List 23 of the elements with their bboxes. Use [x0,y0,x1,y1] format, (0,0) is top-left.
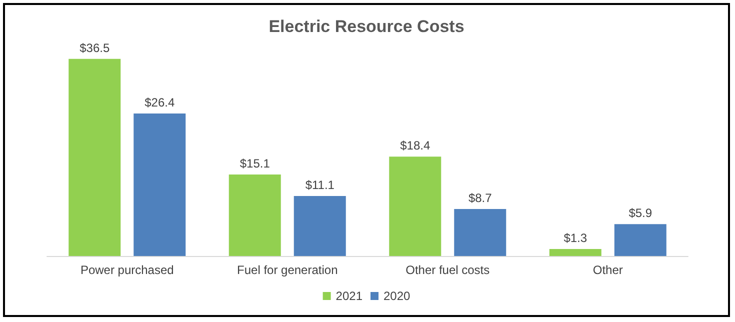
bar [454,209,506,256]
legend-label: 2020 [384,289,411,303]
bar [614,224,666,256]
x-tick-label: Fuel for generation [237,263,338,277]
chart-title: Electric Resource Costs [268,17,464,36]
data-label: $18.4 [400,138,430,153]
data-label: $5.9 [628,206,652,220]
data-label: $11.1 [305,178,335,192]
bar [389,156,442,256]
bar [549,248,602,256]
x-tick-label: Other fuel costs [406,263,490,277]
data-label: $8.7 [468,191,492,206]
legend-label: 2021 [336,289,363,303]
data-label: $1.3 [564,230,588,245]
bar [134,113,186,256]
data-label: $26.4 [144,95,175,110]
x-tick-label: Other [592,263,623,277]
bar [68,58,121,256]
bar [294,196,346,256]
data-label: $36.5 [80,40,110,55]
x-tick-label: Power purchased [80,263,174,277]
bar [228,174,281,256]
data-label: $15.1 [240,156,270,170]
